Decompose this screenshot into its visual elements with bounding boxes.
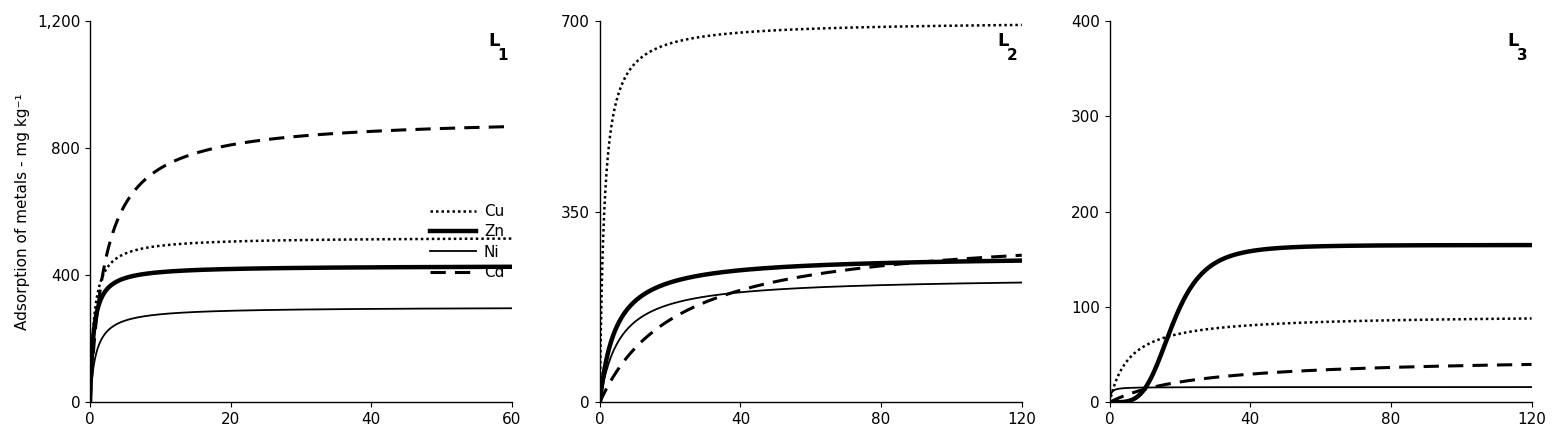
Text: L: L bbox=[489, 32, 500, 50]
Text: 2: 2 bbox=[1007, 48, 1018, 63]
Text: 3: 3 bbox=[1517, 48, 1527, 63]
Text: 1: 1 bbox=[498, 48, 507, 63]
Text: L: L bbox=[997, 32, 1008, 50]
Y-axis label: Adsorption of metals - mg kg⁻¹: Adsorption of metals - mg kg⁻¹ bbox=[16, 93, 30, 330]
Text: L: L bbox=[1508, 32, 1519, 50]
Legend: Cu, Zn, Ni, Cd: Cu, Zn, Ni, Cd bbox=[431, 204, 504, 280]
